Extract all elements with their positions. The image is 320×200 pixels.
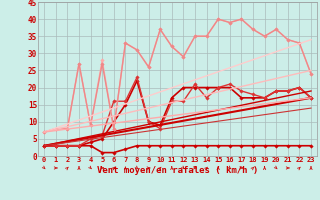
X-axis label: Vent moyen/en rafales ( km/h ): Vent moyen/en rafales ( km/h ): [97, 166, 258, 175]
